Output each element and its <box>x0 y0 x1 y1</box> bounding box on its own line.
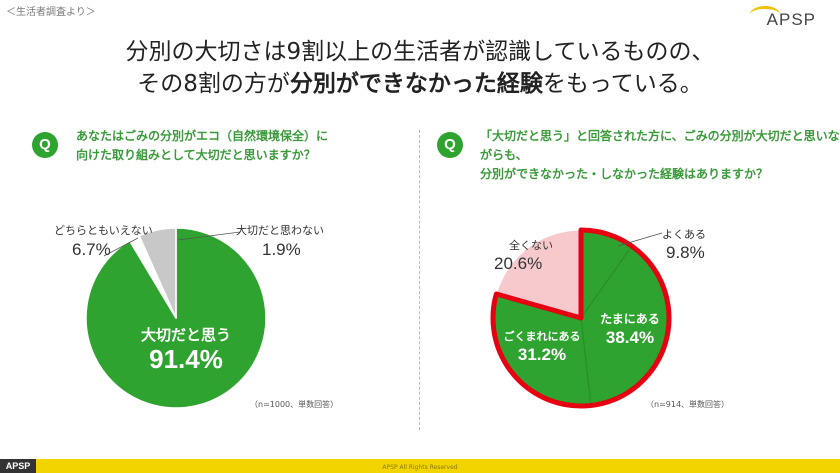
slice-label-neutral: どちらともいえない <box>54 224 153 237</box>
slice-value-important: 91.4% <box>149 344 223 374</box>
question-right-line1: 「大切だと思う」と回答された方に、ごみの分別が大切だと思いながらも、 <box>480 129 840 162</box>
slice-label-rarely: ごくまれにある <box>503 330 581 343</box>
headline-line2: その8割の方が分別ができなかった経験をもっている。 <box>0 68 840 100</box>
logo-arc-icon <box>750 6 780 23</box>
slice-label-not-important: 大切だと思わない <box>236 224 324 237</box>
question-right-line2: 分別ができなかった・しなかった経験はありますか？ <box>480 167 769 181</box>
slice-value-often: 9.8% <box>666 243 705 262</box>
slice-value-not-important: 1.9% <box>262 240 301 259</box>
slice-value-sometimes: 38.4% <box>605 328 655 347</box>
footer-bar <box>0 459 840 473</box>
question-left-line2: 向けた取り組みとして大切だと思いますか？ <box>76 148 316 162</box>
footer-copyright: APSP All Rights Reserved <box>382 464 458 471</box>
leader-line-not-important <box>177 231 241 241</box>
headline: 分別の大切さは9割以上の生活者が認識しているものの、 その8割の方が分別ができな… <box>0 36 840 100</box>
pie-chart-right <box>490 227 672 409</box>
slice-label-sometimes: たまにある <box>600 312 660 326</box>
headline-line2-c: をもっている。 <box>542 71 703 97</box>
question-text-left: あなたはごみの分別がエコ（自然環境保全）に 向けた取り組みとして大切だと思います… <box>76 127 328 165</box>
note-right: （n=914、単数回答） <box>646 400 730 409</box>
question-badge-right: Q <box>437 132 463 158</box>
question-badge-left: Q <box>32 132 58 158</box>
headline-line1: 分別の大切さは9割以上の生活者が認識しているものの、 <box>125 39 715 65</box>
leader-line-often <box>617 232 663 247</box>
pie-slice-never <box>495 229 582 319</box>
headline-line2-emphasis: 分別ができなかった経験 <box>289 71 543 97</box>
headline-line2-a: その8割の方が <box>137 71 290 97</box>
slice-value-never: 20.6% <box>494 254 543 273</box>
slice-label-never: 全くない <box>509 239 553 252</box>
footer-tag: APSP <box>0 459 36 473</box>
slice-label-often: よくある <box>662 228 706 241</box>
question-left-line1: あなたはごみの分別がエコ（自然環境保全）に <box>76 129 329 143</box>
pie-highlight-outline <box>490 227 672 409</box>
leader-line-neutral <box>103 237 139 257</box>
center-divider <box>419 130 420 430</box>
slice-label-important: 大切だと思う <box>140 326 231 344</box>
source-label: ＜生活者調査より＞ <box>6 7 96 18</box>
question-text-right: 「大切だと思う」と回答された方に、ごみの分別が大切だと思いながらも、 分別ができ… <box>480 127 840 184</box>
logo: APSP <box>766 10 816 29</box>
slice-value-rarely: 31.2% <box>517 345 567 364</box>
pie-chart-left <box>85 227 267 409</box>
slice-value-neutral: 6.7% <box>72 240 111 259</box>
pie-slice-neutral <box>138 227 177 319</box>
note-left: （n=1000、単数回答） <box>250 400 339 409</box>
